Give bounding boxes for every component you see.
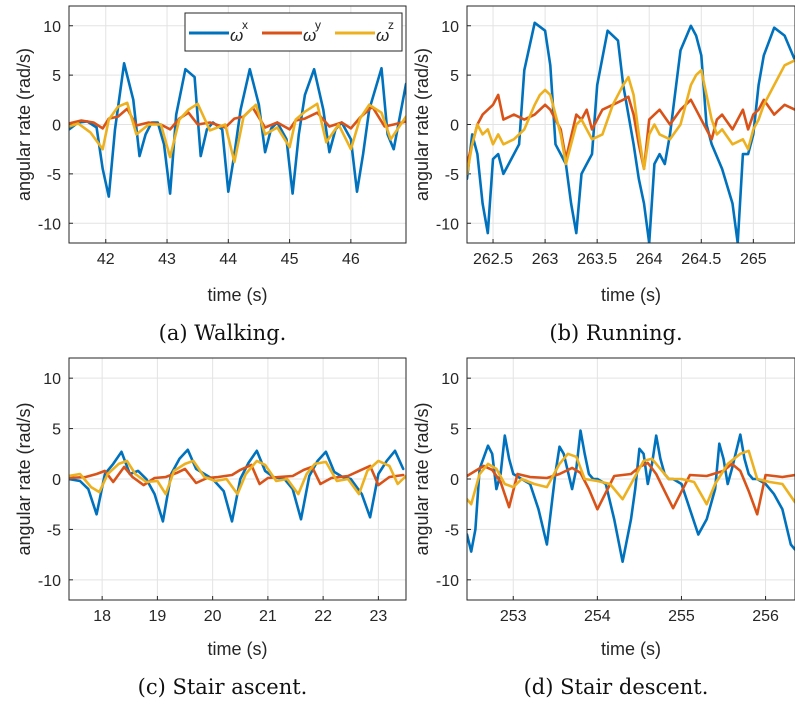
y-tick-label: -10 <box>436 216 459 233</box>
x-tick-label: 264 <box>636 251 663 268</box>
x-tick-label: 20 <box>204 608 222 625</box>
x-tick-label: 42 <box>97 251 115 268</box>
series-line-ωz <box>69 459 406 496</box>
series-line-ωx <box>69 61 406 198</box>
y-axis-label: angular rate (rad/s) <box>14 48 34 201</box>
legend-superscript: x <box>242 18 248 32</box>
x-tick-label: 45 <box>281 251 299 268</box>
y-axis-label: angular rate (rad/s) <box>412 402 432 555</box>
y-tick-label: 0 <box>52 472 61 489</box>
x-tick-label: 22 <box>314 608 332 625</box>
legend-symbol: ω <box>230 26 243 45</box>
y-tick-label: 10 <box>43 371 61 388</box>
x-tick-label: 253 <box>500 608 527 625</box>
series-line-ωx <box>467 21 795 243</box>
x-tick-label: 43 <box>158 251 176 268</box>
y-tick-label: -10 <box>38 573 61 590</box>
y-tick-label: 0 <box>450 472 459 489</box>
subfigure-caption: (d) Stair descent. <box>524 675 709 699</box>
series-line-ωy <box>69 463 405 487</box>
axes-box <box>68 5 407 244</box>
x-tick-label: 19 <box>148 608 166 625</box>
x-axis-label: time (s) <box>601 285 661 305</box>
x-tick-label: 265 <box>740 251 767 268</box>
y-tick-label: 5 <box>52 422 61 439</box>
series-line-ωz <box>467 58 795 176</box>
axes-box <box>68 357 407 601</box>
x-axis-label: time (s) <box>601 639 661 659</box>
x-tick-label: 46 <box>342 251 360 268</box>
x-tick-label: 262.5 <box>473 251 513 268</box>
y-tick-label: 5 <box>450 68 459 85</box>
x-tick-label: 23 <box>369 608 387 625</box>
series-line-ωy <box>69 105 406 131</box>
chart-panel-4: 10 5 0 -5 -10 253 254 255 256 time (s) angular rat… <box>412 357 795 699</box>
y-tick-label: -10 <box>38 216 61 233</box>
legend-symbol: ω <box>303 26 316 45</box>
y-tick-label: 10 <box>441 19 459 36</box>
y-axis-label: angular rate (rad/s) <box>412 48 432 201</box>
subfigure-caption: (a) Walking. <box>159 321 287 345</box>
x-tick-label: 18 <box>93 608 111 625</box>
axes-box <box>466 357 795 601</box>
x-axis-label: time (s) <box>208 285 268 305</box>
legend-symbol: ω <box>376 26 389 45</box>
y-tick-label: 5 <box>450 422 459 439</box>
series-line-ωy <box>467 461 795 516</box>
x-axis-label: time (s) <box>208 639 268 659</box>
chart-panel-3: 10 5 0 -5 -10 18 19 20 21 22 23 time (s) angular rat… <box>14 357 407 699</box>
x-tick-label: 263.5 <box>577 251 617 268</box>
y-tick-label: -5 <box>445 522 459 539</box>
subfigure-caption: (c) Stair ascent. <box>138 675 308 699</box>
y-tick-label: -10 <box>436 573 459 590</box>
y-tick-label: 0 <box>450 118 459 135</box>
series-line-ωz <box>69 101 406 164</box>
y-tick-label: 5 <box>52 68 61 85</box>
y-tick-label: -5 <box>47 167 61 184</box>
x-tick-label: 264.5 <box>681 251 721 268</box>
legend-superscript: y <box>315 18 321 32</box>
x-tick-label: 255 <box>668 608 695 625</box>
chart-panel-1: 10 5 0 -5 -10 42 43 44 45 46 time (s) angular rate … <box>14 5 407 345</box>
x-tick-label: 256 <box>752 608 779 625</box>
y-axis-label: angular rate (rad/s) <box>14 402 34 555</box>
axes-box <box>466 5 795 244</box>
x-tick-label: 254 <box>584 608 611 625</box>
legend-superscript: z <box>388 18 394 32</box>
x-tick-label: 21 <box>259 608 277 625</box>
y-tick-label: -5 <box>445 167 459 184</box>
y-tick-label: -5 <box>47 522 61 539</box>
chart-panel-2: 10 5 0 -5 -10 262.5 263 263.5 264 264.5 265 time (s… <box>412 5 795 345</box>
series-line-ωy <box>467 93 795 171</box>
x-tick-label: 263 <box>532 251 559 268</box>
series-line-ωz <box>467 449 795 506</box>
x-tick-label: 44 <box>219 251 237 268</box>
subfigure-caption: (b) Running. <box>549 321 682 345</box>
y-tick-label: 0 <box>52 118 61 135</box>
y-tick-label: 10 <box>441 371 459 388</box>
y-tick-label: 10 <box>43 19 61 36</box>
